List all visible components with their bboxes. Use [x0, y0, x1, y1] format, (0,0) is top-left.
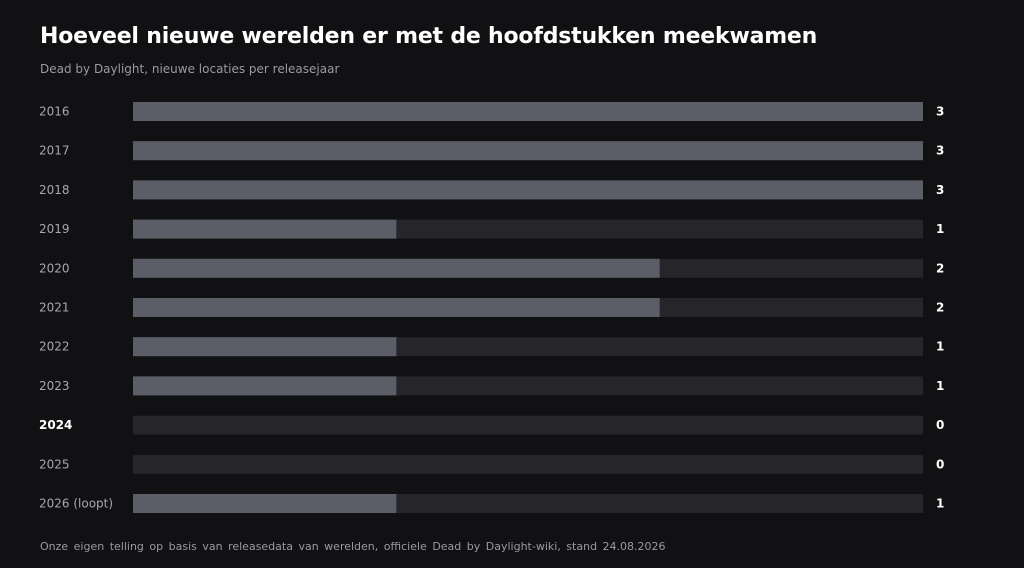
bar-2018 [133, 180, 923, 200]
category-label-2020: 2020 [39, 261, 70, 275]
value-label-2023: 1 [936, 379, 944, 393]
category-label-2025: 2025 [39, 457, 70, 471]
bar-2020 [133, 258, 660, 278]
category-label-2024: 2024 [39, 418, 72, 432]
bar-2026-loopt [133, 494, 397, 513]
bar-2021 [133, 298, 660, 317]
value-label-2016: 3 [936, 105, 944, 119]
category-label-2021: 2021 [39, 301, 70, 315]
value-label-2019: 1 [936, 222, 944, 236]
category-label-2017: 2017 [39, 144, 70, 158]
value-label-2020: 2 [936, 261, 944, 275]
chart-subtitle: Dead by Daylight, nieuwe locaties per re… [40, 62, 340, 76]
bar-2016 [133, 102, 923, 121]
source-note: Onze eigen telling op basis van released… [40, 540, 666, 553]
bar-2017 [133, 141, 923, 161]
value-label-2024: 0 [936, 418, 944, 432]
value-label-2021: 2 [936, 301, 944, 315]
value-label-2025: 0 [936, 457, 944, 471]
bar-2022 [133, 337, 397, 357]
category-label-2023: 2023 [39, 379, 70, 393]
bar-2023 [133, 376, 397, 396]
bar-track-2024 [133, 415, 923, 435]
category-label-2026-loopt: 2026 (loopt) [39, 497, 113, 511]
category-label-2019: 2019 [39, 222, 70, 236]
bar-track-2025 [133, 454, 923, 474]
bar-2019 [133, 219, 397, 239]
value-label-2026-loopt: 1 [936, 497, 944, 511]
chart-title: Hoeveel nieuwe werelden er met de hoofds… [40, 24, 818, 49]
category-label-2016: 2016 [39, 105, 70, 119]
value-label-2017: 3 [936, 144, 944, 158]
category-label-2018: 2018 [39, 183, 70, 197]
value-label-2018: 3 [936, 183, 944, 197]
value-label-2022: 1 [936, 340, 944, 354]
category-label-2022: 2022 [39, 340, 70, 354]
bar-chart: 2016 3 2017 3 2018 3 2019 1 2020 2 2021 2 2022 1 2023 1… [39, 102, 944, 513]
